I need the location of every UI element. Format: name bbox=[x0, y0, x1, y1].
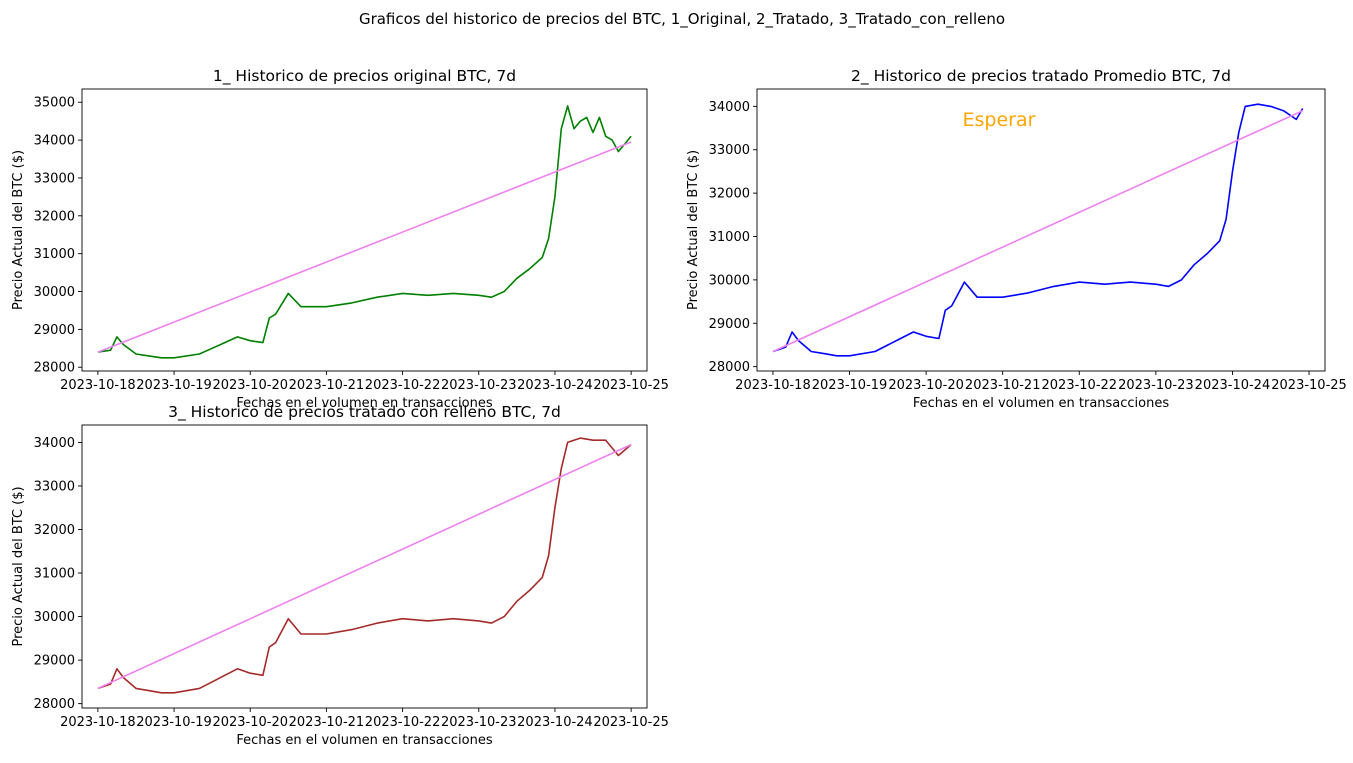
x-tick-label: 2023-10-21 bbox=[965, 378, 1041, 393]
trend-line bbox=[97, 141, 632, 353]
chart-1: 28000 29000 30000 31000 32000 33000 34000 35000… bbox=[11, 67, 669, 411]
y-tick-label: 33000 bbox=[34, 171, 75, 186]
x-tick-label: 2023-10-19 bbox=[136, 715, 212, 730]
chart-title: 2_ Historico de precios tratado Promedio… bbox=[851, 67, 1231, 86]
x-tick-label: 2023-10-22 bbox=[365, 378, 441, 393]
x-tick-label: 2023-10-25 bbox=[593, 378, 669, 393]
price-series-line bbox=[772, 103, 1304, 357]
x-tick-label: 2023-10-23 bbox=[441, 378, 517, 393]
y-tick-label: 29000 bbox=[34, 654, 75, 669]
y-tick-label: 31000 bbox=[34, 247, 75, 262]
x-tick-label: 2023-10-24 bbox=[1195, 378, 1271, 393]
x-tick-label: 2023-10-22 bbox=[365, 715, 441, 730]
y-tick-label: 31000 bbox=[709, 230, 750, 245]
chart-3: 28000 29000 30000 31000 32000 33000 34000 2023-… bbox=[11, 403, 669, 748]
x-tick-label: 2023-10-21 bbox=[289, 378, 365, 393]
trend-line bbox=[97, 443, 632, 690]
y-tick-label: 34000 bbox=[709, 100, 750, 115]
x-tick-label: 2023-10-18 bbox=[60, 715, 136, 730]
y-tick-label: 29000 bbox=[34, 323, 75, 338]
y-axis-label: Precio Actual del BTC ($) bbox=[11, 150, 26, 310]
chart-2: 28000 29000 30000 31000 32000 33000 34000 2023-… bbox=[686, 67, 1347, 411]
x-tick-label: 2023-10-20 bbox=[888, 378, 964, 393]
y-tick-label: 30000 bbox=[34, 610, 75, 625]
chart-title: 3_ Historico de precios tratado con rell… bbox=[168, 403, 561, 422]
plot-frame bbox=[81, 424, 648, 709]
y-tick-label: 28000 bbox=[34, 361, 75, 376]
x-tick-label: 2023-10-25 bbox=[593, 715, 669, 730]
chart-title: 1_ Historico de precios original BTC, 7d bbox=[213, 67, 516, 86]
annotation-label: Esperar bbox=[963, 109, 1036, 131]
price-series-line bbox=[97, 437, 632, 694]
y-tick-label: 32000 bbox=[34, 209, 75, 224]
x-axis-label: Fechas en el volumen en transacciones bbox=[236, 733, 493, 748]
x-tick-label: 2023-10-24 bbox=[517, 378, 593, 393]
x-axis-label: Fechas en el volumen en transacciones bbox=[913, 396, 1170, 411]
y-tick-label: 29000 bbox=[709, 317, 750, 332]
figure-suptitle: Graficos del historico de precios del BT… bbox=[359, 10, 1005, 29]
trend-line bbox=[772, 109, 1304, 353]
chart-panels: 28000 29000 30000 31000 32000 33000 34000 35000… bbox=[11, 67, 1347, 748]
price-series-line bbox=[97, 105, 632, 359]
y-tick-label: 33000 bbox=[709, 143, 750, 158]
plot-frame bbox=[756, 88, 1326, 372]
y-tick-label: 35000 bbox=[34, 96, 75, 111]
x-tick-label: 2023-10-25 bbox=[1271, 378, 1347, 393]
y-tick-label: 32000 bbox=[709, 187, 750, 202]
y-tick-label: 34000 bbox=[34, 436, 75, 451]
y-tick-label: 34000 bbox=[34, 134, 75, 149]
x-tick-label: 2023-10-24 bbox=[517, 715, 593, 730]
x-tick-label: 2023-10-18 bbox=[735, 378, 811, 393]
x-tick-label: 2023-10-18 bbox=[60, 378, 136, 393]
plot-frame bbox=[81, 88, 648, 372]
y-tick-label: 32000 bbox=[34, 523, 75, 538]
x-axis-label: Fechas en el volumen en transacciones bbox=[236, 396, 493, 411]
y-tick-label: 28000 bbox=[34, 697, 75, 712]
x-tick-label: 2023-10-19 bbox=[812, 378, 888, 393]
x-tick-label: 2023-10-23 bbox=[441, 715, 517, 730]
y-tick-label: 30000 bbox=[709, 273, 750, 288]
x-tick-label: 2023-10-19 bbox=[136, 378, 212, 393]
y-tick-label: 28000 bbox=[709, 360, 750, 375]
x-tick-label: 2023-10-20 bbox=[212, 378, 288, 393]
y-tick-label: 30000 bbox=[34, 285, 75, 300]
x-tick-label: 2023-10-21 bbox=[289, 715, 365, 730]
y-tick-label: 33000 bbox=[34, 479, 75, 494]
x-tick-label: 2023-10-23 bbox=[1118, 378, 1194, 393]
x-tick-label: 2023-10-22 bbox=[1042, 378, 1118, 393]
y-tick-label: 31000 bbox=[34, 567, 75, 582]
y-axis-label: Precio Actual del BTC ($) bbox=[11, 486, 26, 646]
y-axis-label: Precio Actual del BTC ($) bbox=[686, 150, 701, 310]
x-tick-label: 2023-10-20 bbox=[212, 715, 288, 730]
